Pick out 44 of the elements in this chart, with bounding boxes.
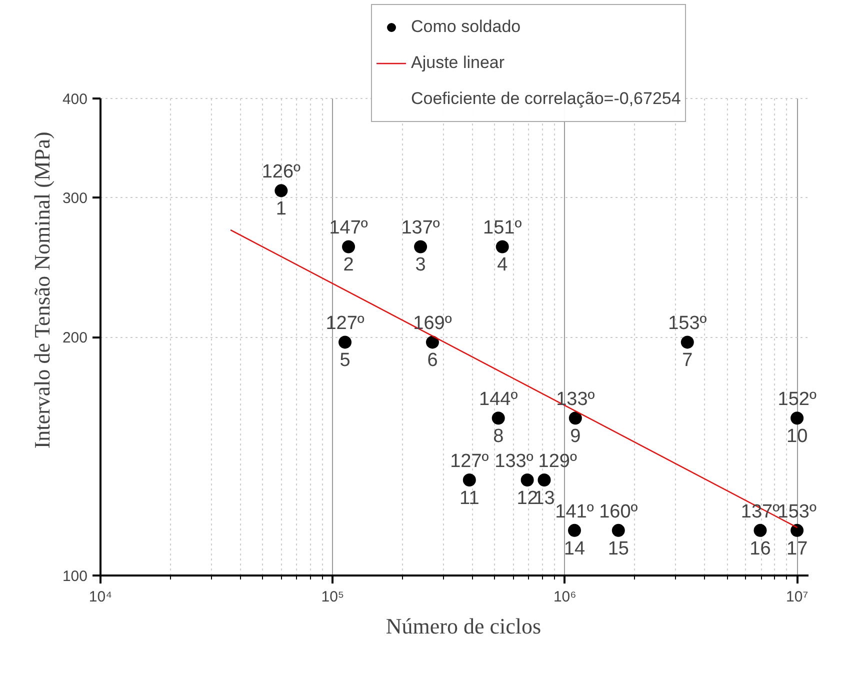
annotation: Coeficiente de correlação=-0,67254 (411, 88, 681, 110)
annotation: 160º (599, 501, 638, 522)
x-tick-label: 10⁶ (553, 588, 576, 606)
annotation: 3 (415, 254, 426, 276)
annotation: 141º (555, 501, 594, 522)
legend-label: Como soldado (411, 16, 521, 38)
annotation: 151º (483, 218, 522, 239)
annotation: 133º (494, 450, 534, 472)
annotation: 2 (343, 254, 354, 276)
y-axis-title: Intervalo de Tensão Nominal (MPa) (29, 132, 54, 449)
annotation: 16 (750, 538, 771, 560)
x-tick-label: 10⁴ (88, 588, 112, 606)
annotation: 4 (497, 254, 508, 276)
annotation: 144º (479, 389, 518, 410)
annotation: 153º (668, 313, 707, 334)
annotation: 147º (329, 218, 368, 239)
x-axis-title: Número de ciclos (386, 614, 542, 638)
y-tick-label: 200 (62, 330, 88, 346)
annotation: 8 (493, 426, 504, 448)
annotation: 10 (786, 426, 808, 448)
annotation: 127º (326, 313, 364, 334)
x-tick-label: 10⁷ (786, 588, 808, 606)
annotation: 126º (262, 162, 301, 183)
annotation: 169º (413, 313, 452, 334)
annotation: 9 (570, 426, 581, 448)
annotation: 153º (778, 501, 816, 522)
annotation: 17 (786, 538, 808, 560)
annotation: 15 (608, 538, 629, 560)
annotation: 11 (460, 488, 480, 509)
legend-label: Ajuste linear (411, 52, 505, 74)
annotation: 152º (778, 389, 816, 410)
annotation: 127º (450, 450, 489, 472)
y-tick-label: 400 (62, 91, 88, 108)
annotation: 5 (340, 350, 350, 372)
annotation: 129º (538, 450, 577, 472)
annotation: 14 (564, 538, 586, 560)
y-tick-label: 300 (62, 190, 88, 207)
annotation: 137º (401, 218, 440, 239)
x-tick-label: 10⁵ (321, 588, 344, 606)
annotation: 133º (556, 389, 595, 410)
annotation: 6 (427, 350, 438, 372)
y-tick-label: 100 (62, 568, 88, 585)
annotation: 1 (276, 198, 286, 220)
annotation: 7 (682, 350, 693, 372)
